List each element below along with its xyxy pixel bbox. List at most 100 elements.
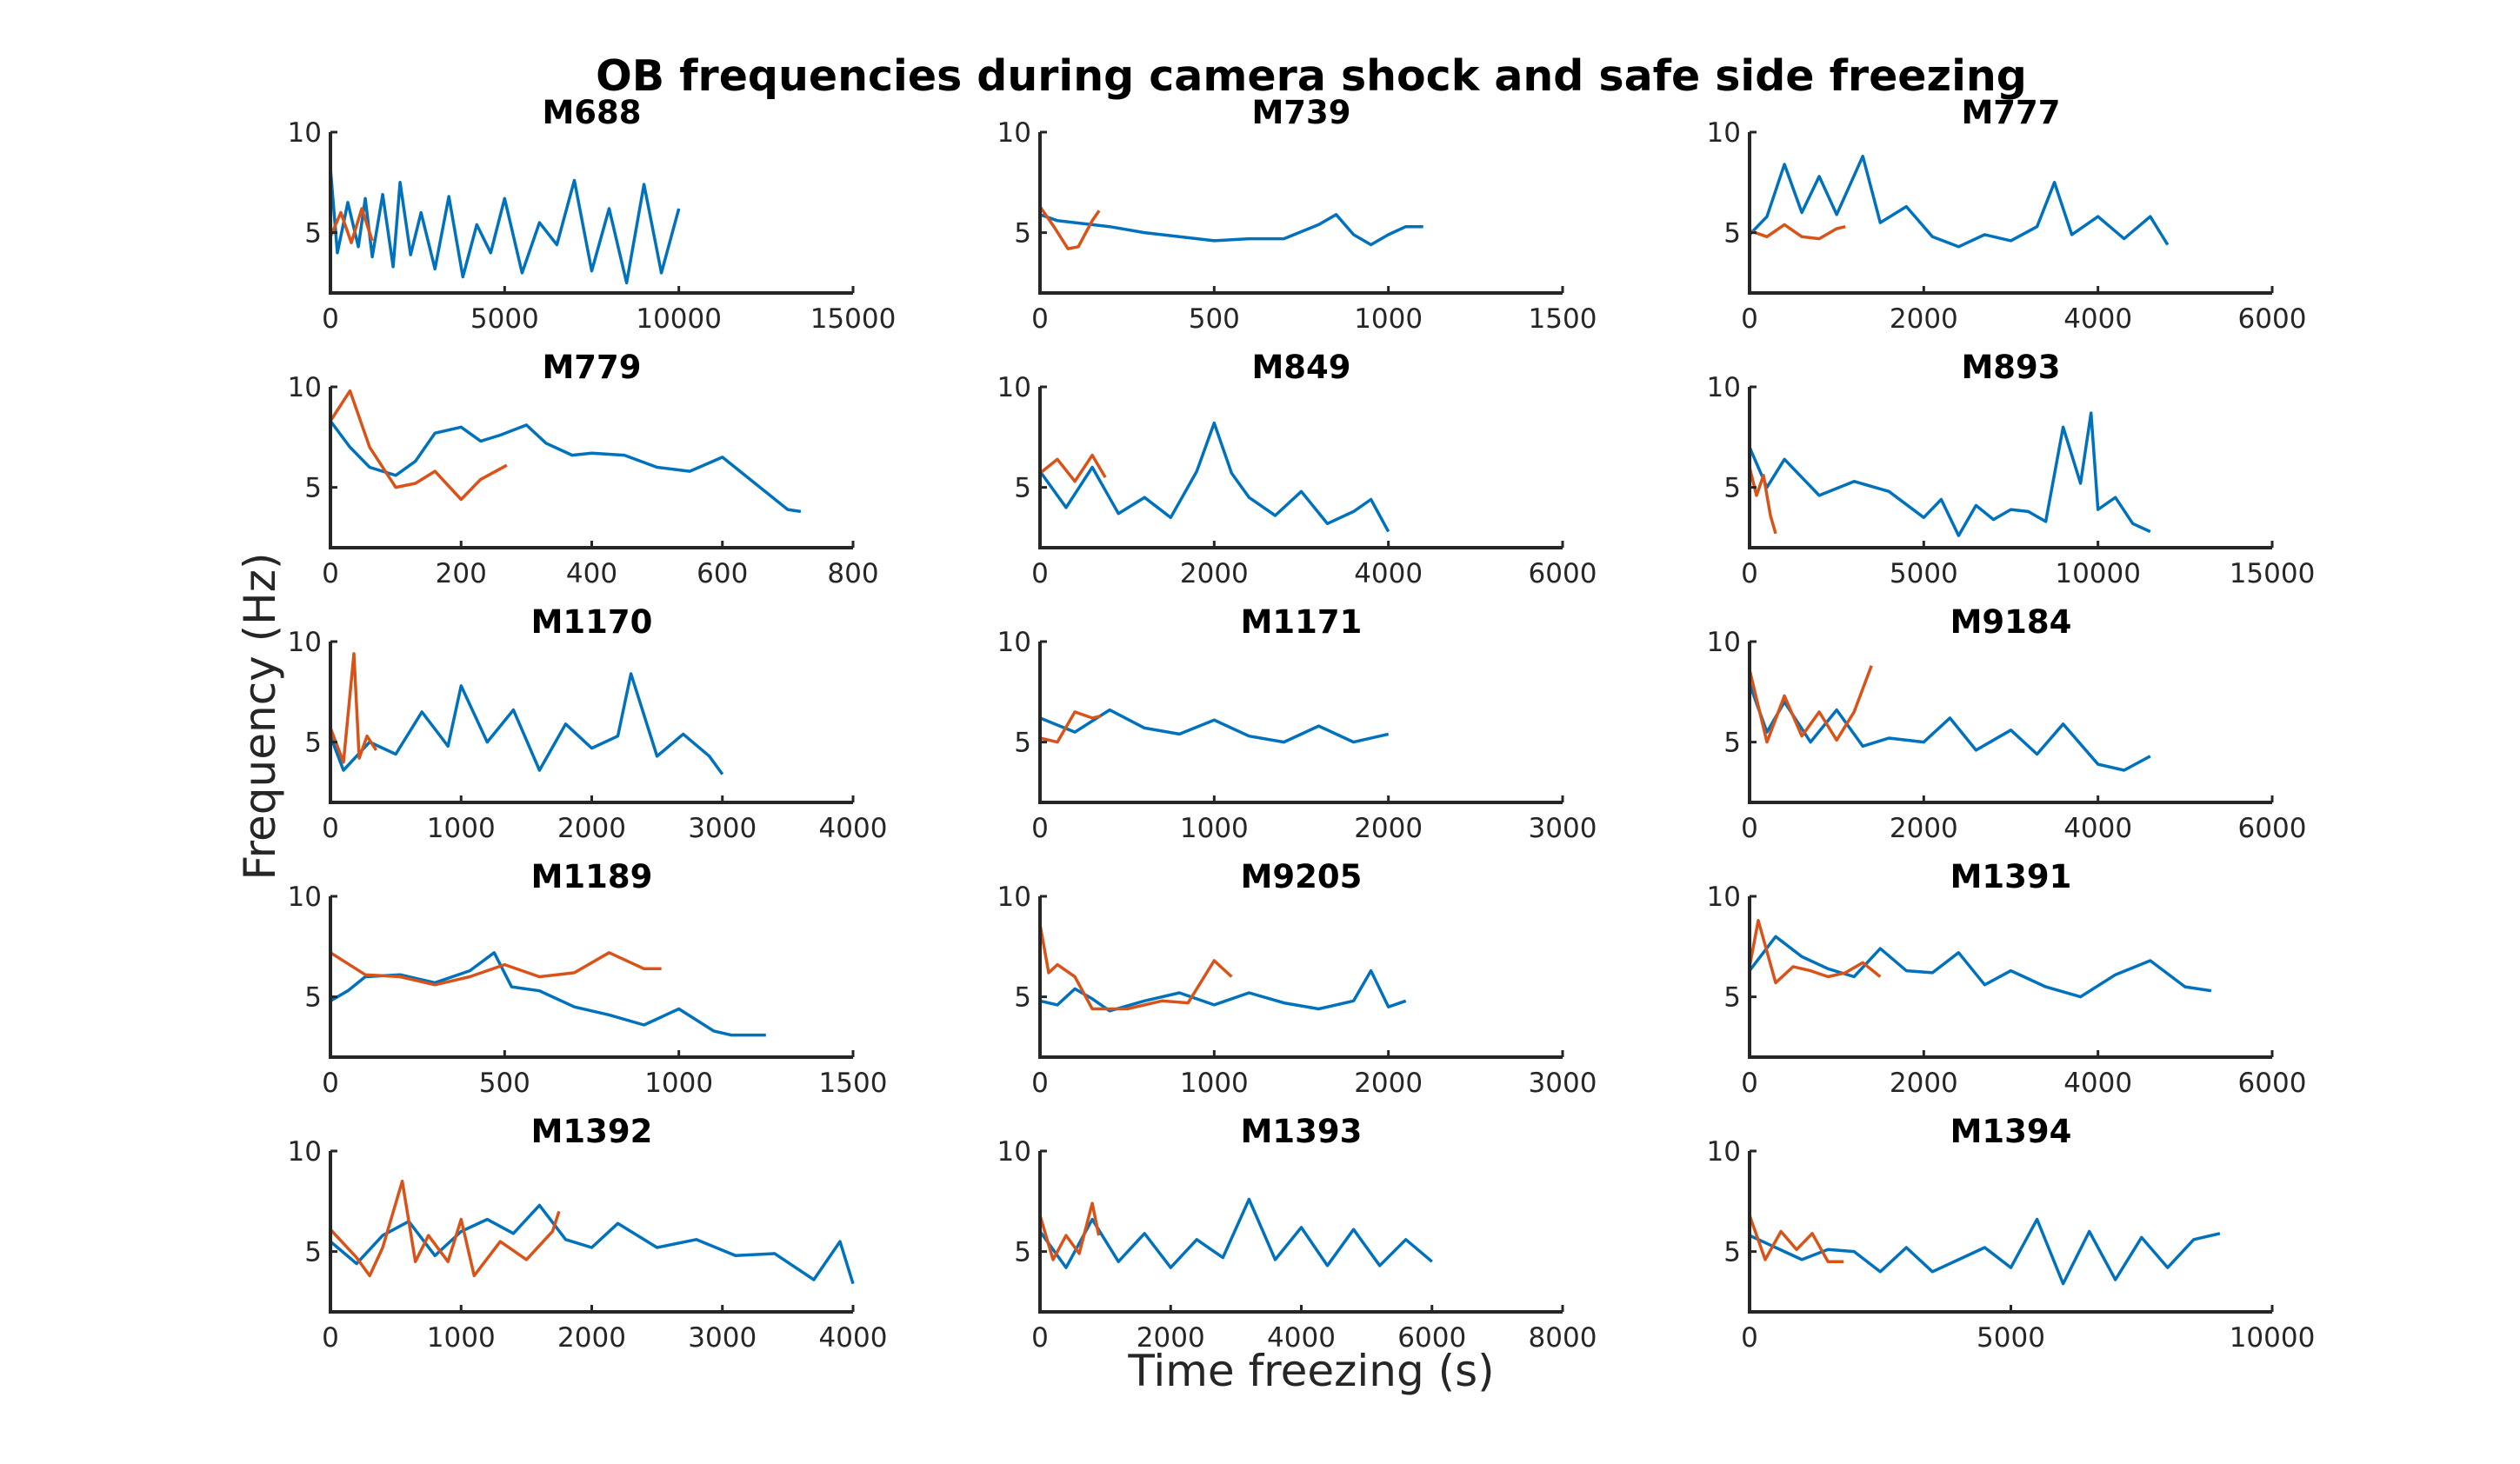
x-tick-label: 0: [322, 558, 339, 589]
series-line-1: [1749, 1217, 2221, 1286]
subplot-m777: M777 5 10 0 2000 4000 6000: [1707, 94, 2307, 335]
x-tick-label: 0: [1741, 558, 1758, 589]
series-line-1: [1748, 935, 2212, 999]
x-tick-label: 400: [566, 558, 617, 589]
x-tick-label: 600: [697, 558, 748, 589]
x-tick-label: 1000: [427, 813, 496, 844]
series-line-1: [1039, 213, 1423, 247]
x-tick-label: 1000: [1180, 1068, 1249, 1099]
series-line-2: [1748, 1214, 1844, 1263]
x-tick-label: 0: [1741, 813, 1758, 844]
y-tick-label: 5: [304, 218, 322, 250]
series-line-1: [330, 951, 766, 1037]
series-line-1: [329, 420, 802, 514]
subplot-title: M893: [1961, 349, 2060, 386]
series-line-1: [1748, 154, 2170, 249]
x-tick-label: 1000: [644, 1068, 713, 1099]
series-line-2: [329, 652, 378, 764]
y-tick-label: 10: [997, 117, 1031, 149]
x-tick-label: 6000: [2238, 1068, 2307, 1099]
series-line-2: [1038, 205, 1101, 250]
y-tick-label: 10: [288, 627, 322, 658]
x-tick-label: 0: [1741, 1068, 1758, 1099]
x-tick-label: 4000: [1267, 1322, 1336, 1354]
x-tick-label: 2000: [1137, 1322, 1205, 1354]
series-line-1: [329, 168, 681, 285]
subplot-m1171: M1171 5 10 0 1000 2000 3000: [997, 603, 1597, 844]
subplot-m1393: M1393 5 10 0 2000 4000 6000 8000: [997, 1113, 1597, 1354]
series-line-2: [1039, 710, 1102, 744]
series-line-1: [1748, 683, 2151, 772]
axes: [1038, 642, 1563, 804]
subplot-title: M849: [1251, 349, 1350, 386]
axes: [1038, 896, 1563, 1059]
subplot-m1391: M1391 5 10 0 2000 4000 6000: [1707, 858, 2307, 1099]
subplot-title: M1392: [531, 1113, 653, 1150]
x-tick-label: 2000: [1354, 1068, 1423, 1099]
series-line-1: [1039, 708, 1390, 744]
x-tick-label: 3000: [1529, 1068, 1597, 1099]
y-tick-label: 5: [1723, 218, 1741, 250]
subplot-m1394: M1394 5 10 0 5000 10000: [1707, 1113, 2316, 1354]
y-tick-label: 5: [1014, 218, 1031, 250]
x-tick-label: 0: [322, 1068, 339, 1099]
x-tick-label: 3000: [688, 1322, 757, 1354]
y-tick-label: 5: [1014, 473, 1031, 504]
x-tick-label: 0: [1031, 1322, 1049, 1354]
subplot-title: M739: [1251, 94, 1350, 131]
subplot-title: M688: [542, 94, 641, 131]
y-tick-label: 10: [288, 882, 322, 913]
figure-title: OB frequencies during camera shock and s…: [596, 51, 2027, 101]
subplot-m1170: M1170 5 10 0 1000 2000 3000 4000: [288, 603, 888, 844]
x-tick-label: 5000: [1977, 1322, 2045, 1354]
subplot-title: M9184: [1950, 603, 2072, 641]
x-tick-label: 10000: [2055, 558, 2141, 589]
y-tick-label: 5: [1014, 982, 1031, 1014]
series-line-2: [1748, 467, 1777, 535]
x-tick-label: 2000: [1890, 1068, 1958, 1099]
x-tick-label: 4000: [2063, 1068, 2132, 1099]
series-line-2: [1038, 453, 1107, 483]
x-tick-label: 4000: [1354, 558, 1423, 589]
x-tick-label: 2000: [1890, 813, 1958, 844]
axes: [1748, 1151, 2272, 1314]
series-line-2: [1748, 665, 1873, 744]
series-line-2: [1038, 1201, 1101, 1261]
x-tick-label: 6000: [2238, 813, 2307, 844]
subplot-m9205: M9205 5 10 0 1000 2000 3000: [997, 858, 1597, 1099]
series-line-2: [329, 389, 508, 502]
x-tick-label: 10000: [2230, 1322, 2316, 1354]
x-tick-label: 0: [1741, 1322, 1758, 1354]
y-tick-label: 5: [304, 982, 322, 1014]
axes: [1038, 1151, 1563, 1314]
y-tick-label: 10: [1707, 1136, 1741, 1168]
subplot-title: M1189: [531, 858, 653, 895]
axes: [1748, 387, 2272, 549]
x-tick-label: 10000: [636, 303, 722, 335]
y-tick-label: 10: [997, 1136, 1031, 1168]
y-tick-label: 5: [304, 473, 322, 504]
y-tick-label: 10: [1707, 882, 1741, 913]
y-tick-label: 5: [1014, 1237, 1031, 1268]
x-tick-label: 15000: [2230, 558, 2316, 589]
x-tick-label: 15000: [810, 303, 897, 335]
x-tick-label: 2000: [1890, 303, 1958, 335]
x-tick-label: 0: [1031, 303, 1049, 335]
x-tick-label: 3000: [1529, 813, 1597, 844]
axes: [1748, 132, 2272, 295]
x-tick-label: 5000: [470, 303, 539, 335]
subplot-m688: M688 5 10 0 5000 10000 15000: [288, 94, 897, 335]
x-tick-label: 6000: [1529, 558, 1597, 589]
y-tick-label: 10: [1707, 117, 1741, 149]
series-line-1: [329, 672, 724, 775]
series-line-1: [1748, 411, 2151, 537]
x-tick-label: 0: [322, 813, 339, 844]
y-tick-label: 10: [997, 882, 1031, 913]
series-line-1: [1038, 1197, 1433, 1269]
subplot-m1189: M1189 5 10 0 500 1000 1500: [288, 858, 888, 1099]
x-tick-label: 2000: [1180, 558, 1249, 589]
x-tick-label: 0: [1031, 558, 1049, 589]
x-tick-label: 2000: [557, 813, 626, 844]
x-tick-label: 1000: [1354, 303, 1423, 335]
